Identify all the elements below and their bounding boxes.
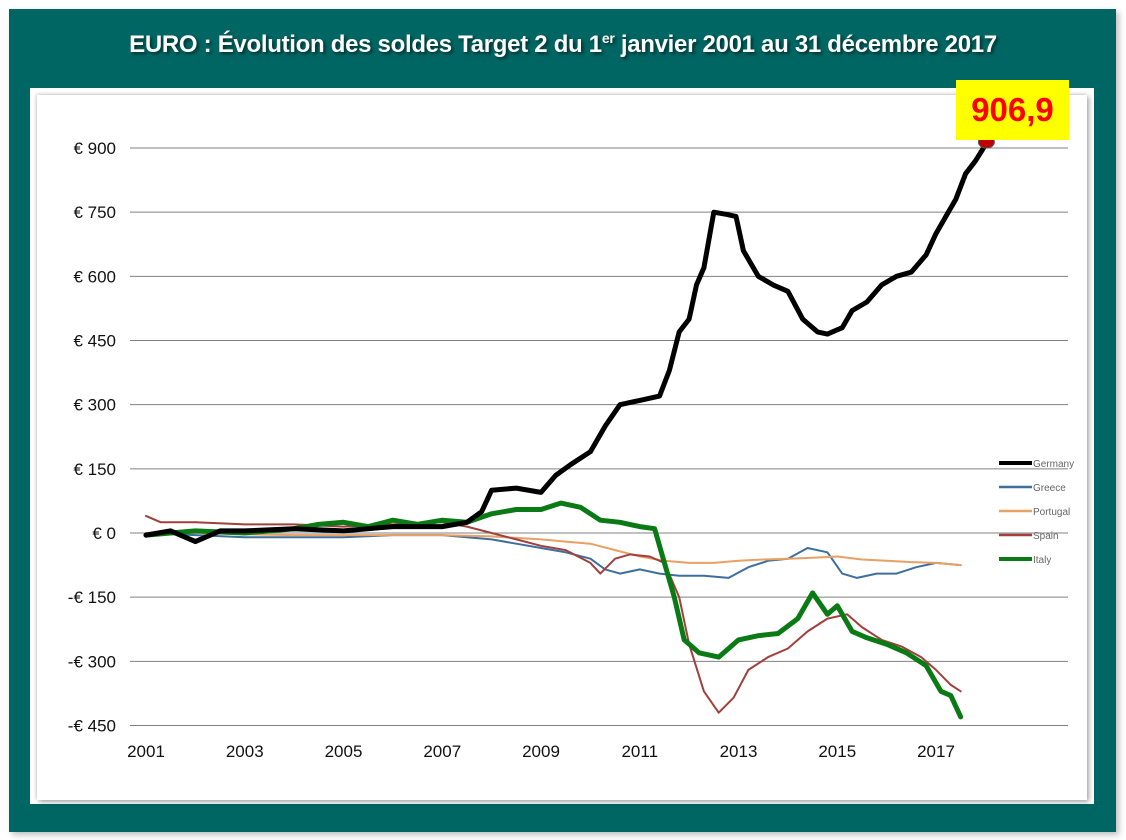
- legend-label: Italy: [1033, 555, 1051, 566]
- title-text-suffix: janvier 2001 au 31 décembre 2017: [614, 31, 997, 58]
- title-superscript: er: [601, 30, 615, 46]
- gridlines: [130, 147, 1068, 726]
- x-tick-label: 2001: [127, 742, 165, 761]
- y-tick-label: € 150: [73, 460, 116, 479]
- legend-item-spain: Spain: [999, 531, 1059, 542]
- legend-item-germany: Germany: [999, 459, 1074, 470]
- legend-label: Portugal: [1033, 507, 1070, 518]
- title-text: EURO : Évolution des soldes Target 2 du …: [129, 31, 602, 58]
- y-tick-label: € 300: [73, 396, 116, 415]
- y-tick-label: € 0: [92, 524, 116, 543]
- x-tick-label: 2015: [818, 742, 856, 761]
- y-axis: € 900 € 750 € 600 € 450 € 300 € 150 € 0 -€ 150 -…: [68, 139, 116, 736]
- legend: Germany Greece Portugal Spain Italy: [999, 459, 1074, 566]
- series-line-germany: [143, 142, 988, 545]
- y-tick-label: -€ 450: [68, 717, 116, 736]
- legend-item-greece: Greece: [999, 483, 1066, 494]
- legend-label: Spain: [1033, 531, 1059, 542]
- legend-label: Germany: [1033, 459, 1074, 470]
- series-line-spain: [145, 514, 962, 714]
- y-tick-label: € 900: [73, 139, 116, 158]
- x-axis: 2001 2003 2005 2007 2009 2011 2013 2015 2017: [127, 742, 955, 761]
- series-lines: [143, 142, 988, 720]
- y-tick-label: € 450: [73, 332, 116, 351]
- latest-value-callout: 906,9: [956, 80, 1069, 140]
- x-tick-label: 2009: [522, 742, 560, 761]
- legend-item-italy: Italy: [999, 555, 1051, 566]
- x-tick-label: 2003: [226, 742, 264, 761]
- x-tick-label: 2013: [720, 742, 758, 761]
- x-tick-label: 2007: [423, 742, 461, 761]
- x-tick-label: 2005: [325, 742, 363, 761]
- x-tick-label: 2017: [917, 742, 955, 761]
- legend-label: Greece: [1033, 483, 1066, 494]
- chart-title: EURO : Évolution des soldes Target 2 du …: [0, 30, 1126, 59]
- y-tick-label: -€ 300: [68, 652, 116, 671]
- x-tick-label: 2011: [621, 742, 658, 761]
- y-tick-label: € 600: [73, 267, 116, 286]
- y-tick-label: -€ 150: [68, 588, 116, 607]
- legend-item-portugal: Portugal: [999, 507, 1070, 518]
- y-tick-label: € 750: [73, 203, 116, 222]
- series-line-italy: [143, 500, 964, 720]
